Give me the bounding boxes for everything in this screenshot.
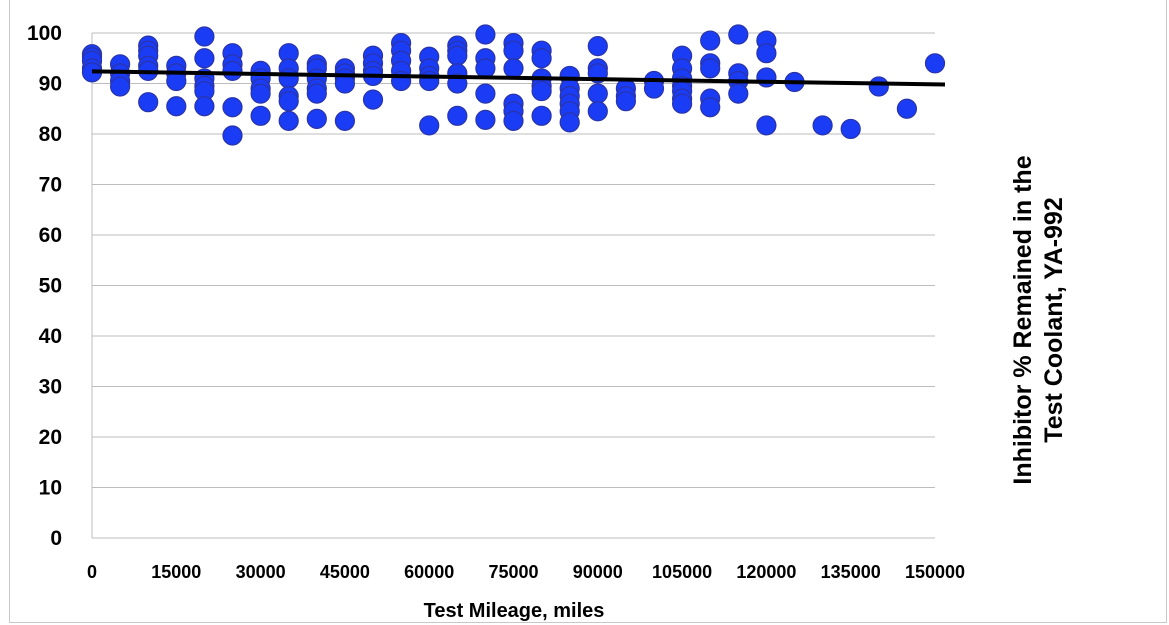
data-point — [222, 60, 243, 81]
data-point — [840, 118, 861, 140]
data-point — [756, 43, 777, 64]
data-point — [362, 89, 384, 110]
data-point — [475, 24, 496, 45]
data-point — [728, 24, 749, 45]
data-point — [306, 108, 327, 129]
x-tick-label: 0 — [87, 562, 97, 582]
data-point — [447, 45, 468, 66]
data-point — [222, 97, 243, 118]
x-tick-label: 75000 — [488, 562, 538, 582]
data-point — [700, 58, 721, 79]
data-point — [194, 96, 215, 117]
data-point — [194, 48, 215, 69]
y-tick-label: 30 — [39, 376, 62, 399]
x-tick-label: 30000 — [236, 562, 286, 582]
y-tick-label: 20 — [39, 426, 62, 449]
data-point — [531, 105, 552, 126]
data-points — [81, 24, 946, 146]
x-tick-label: 120000 — [736, 562, 796, 582]
x-tick-label: 135000 — [821, 562, 881, 582]
trendline-layer — [91, 69, 946, 87]
data-point — [475, 83, 496, 104]
data-point — [278, 110, 299, 131]
data-point — [278, 91, 299, 112]
chart-frame — [9, 0, 1167, 623]
data-point — [306, 83, 327, 104]
data-point — [475, 58, 496, 79]
x-tick-label: 45000 — [320, 562, 370, 582]
data-point — [615, 91, 637, 112]
data-point — [728, 83, 749, 104]
data-point — [419, 115, 440, 136]
data-point — [756, 115, 777, 136]
y-tick-labels: 0 10 20 30 40 50 60 70 80 90 100 — [27, 22, 62, 550]
data-point — [194, 26, 215, 47]
data-point — [756, 67, 777, 88]
y-tick-label: 0 — [50, 527, 62, 550]
data-point — [109, 76, 131, 97]
data-point — [503, 40, 524, 61]
data-point — [587, 101, 608, 122]
x-tick-labels: 0 15000 30000 45000 60000 75000 90000 105000 120… — [87, 562, 965, 582]
data-point — [503, 58, 524, 79]
data-point — [503, 110, 524, 131]
y-tick-label: 40 — [39, 325, 62, 348]
data-point — [166, 96, 187, 117]
data-point — [924, 53, 946, 74]
data-point — [896, 98, 918, 119]
y-tick-label: 50 — [39, 275, 62, 298]
x-axis-title: Test Mileage, miles — [424, 600, 605, 622]
data-point — [559, 112, 580, 133]
data-point — [250, 105, 271, 126]
data-point — [700, 97, 721, 118]
data-point — [868, 76, 889, 97]
data-point — [419, 70, 440, 92]
x-tick-label: 150000 — [905, 562, 965, 582]
data-point — [138, 92, 159, 113]
data-point — [531, 80, 552, 102]
y-tick-label: 70 — [39, 174, 62, 197]
y-axis-title: Inhibitor % Remained in the Test Coolant… — [1009, 155, 1068, 484]
data-point — [250, 83, 271, 104]
x-tick-label: 90000 — [573, 562, 623, 582]
data-point — [587, 36, 608, 57]
data-point — [447, 105, 468, 126]
data-point — [475, 109, 496, 130]
data-point — [278, 68, 299, 89]
y-tick-label: 10 — [39, 477, 62, 500]
data-point — [531, 48, 552, 69]
gridlines — [91, 32, 935, 539]
y-tick-label: 60 — [39, 224, 62, 247]
x-tick-label: 15000 — [151, 562, 201, 582]
x-tick-label: 60000 — [404, 562, 454, 582]
y-axis-title-line-1: Inhibitor % Remained in the — [1009, 155, 1037, 484]
y-tick-label: 80 — [39, 123, 62, 146]
trendline — [91, 69, 946, 87]
data-point — [812, 115, 833, 136]
data-point — [334, 110, 355, 131]
data-point — [222, 125, 243, 146]
y-tick-label: 100 — [27, 22, 62, 45]
data-point — [587, 83, 608, 104]
y-axis-title-line-2: Test Coolant, YA-992 — [1040, 197, 1068, 442]
y-tick-label: 90 — [39, 73, 62, 96]
data-point — [671, 93, 693, 114]
x-tick-label: 105000 — [652, 562, 712, 582]
data-point — [700, 30, 721, 51]
